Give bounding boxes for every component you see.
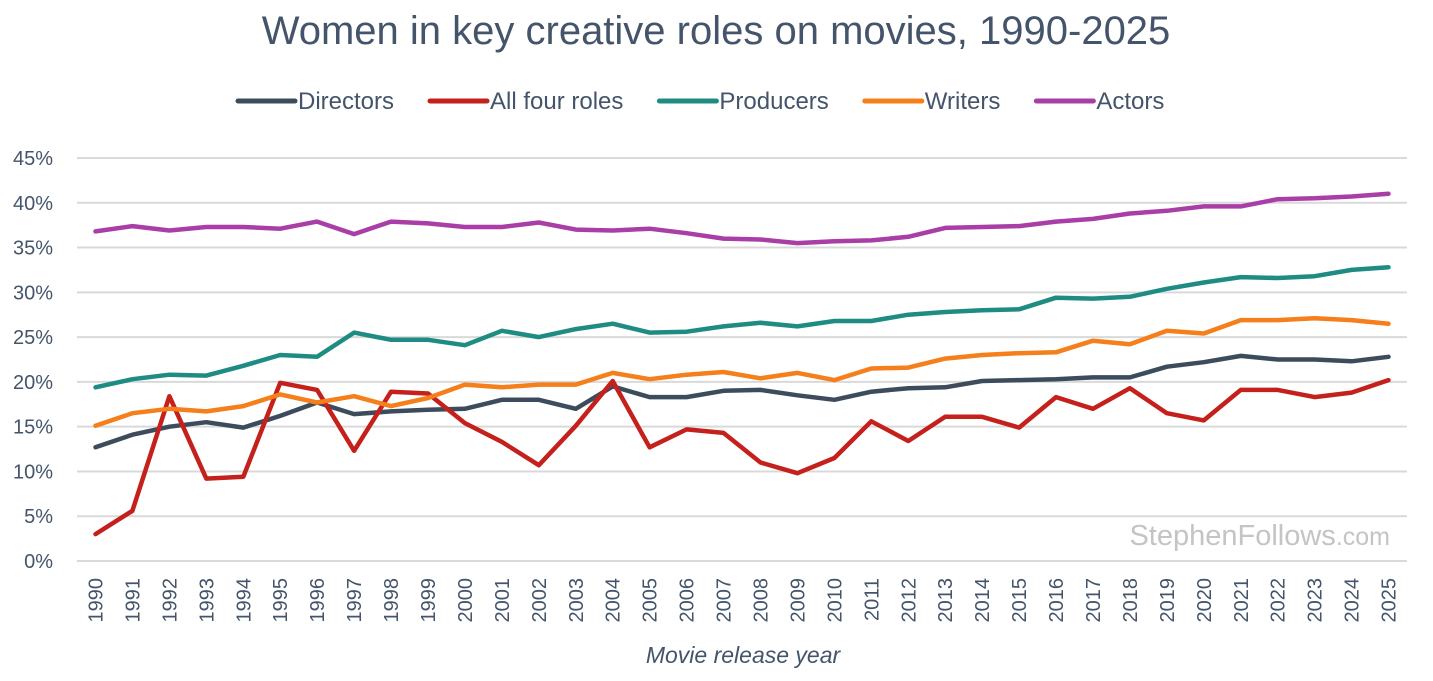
y-tick-label: 35% xyxy=(13,238,53,260)
x-tick-label: 2005 xyxy=(640,578,662,623)
x-tick-label: 2012 xyxy=(898,578,920,623)
x-axis-label: Movie release year xyxy=(646,642,842,668)
x-tick-label: 2002 xyxy=(529,578,551,623)
y-tick-label: 40% xyxy=(13,193,53,215)
x-tick-label: 2004 xyxy=(603,578,625,623)
x-tick-label: 2022 xyxy=(1268,578,1290,623)
legend: Directors All four roles Producers Writers A… xyxy=(235,88,1164,115)
x-tick-label: 2003 xyxy=(566,578,588,623)
x-tick-label: 2023 xyxy=(1305,578,1327,623)
x-tick-label: 2017 xyxy=(1083,578,1105,623)
x-tick-label: 2025 xyxy=(1379,578,1401,623)
chart-title: Women in key creative roles on movies, 1… xyxy=(262,9,1171,53)
legend-item-all-four-roles: All four roles xyxy=(427,88,623,115)
series-line-directors xyxy=(93,353,1391,450)
watermark: StephenFollows.com xyxy=(1129,520,1390,552)
x-tick-label: 1993 xyxy=(196,578,218,623)
watermark-suffix: .com xyxy=(1336,523,1390,551)
y-tick-label: 15% xyxy=(13,417,53,439)
legend-item-writers: Writers xyxy=(862,88,1001,115)
x-tick-label: 2021 xyxy=(1231,578,1253,623)
x-tick-label: 1992 xyxy=(159,578,181,623)
x-tick-label: 2000 xyxy=(455,578,477,623)
legend-item-producers: Producers xyxy=(656,88,829,115)
legend-label: Writers xyxy=(925,88,1001,115)
x-tick-label: 2014 xyxy=(972,578,994,623)
x-tick-label: 2024 xyxy=(1342,578,1364,623)
series-layer xyxy=(93,191,1391,537)
x-tick-label: 2011 xyxy=(861,578,883,621)
x-tick-label: 2020 xyxy=(1194,578,1216,623)
x-tick-label: 2016 xyxy=(1046,578,1068,623)
x-tick-label: 1995 xyxy=(270,578,292,623)
series-line-producers xyxy=(93,265,1391,390)
x-tick-label: 1994 xyxy=(233,578,255,623)
x-tick-label: 2001 xyxy=(492,578,514,623)
x-tick-label: 2015 xyxy=(1009,578,1031,623)
y-tick-label: 10% xyxy=(13,461,53,483)
y-tick-label: 30% xyxy=(13,282,53,304)
x-tick-label: 2007 xyxy=(714,578,736,623)
gridlines xyxy=(77,157,1407,562)
legend-item-directors: Directors xyxy=(235,88,394,115)
y-tick-label: 0% xyxy=(24,551,53,573)
y-axis-ticks: 0% 5% 10% 15% 20% 25% 30% 35% 40% 45% xyxy=(13,148,53,573)
legend-label: Actors xyxy=(1096,88,1164,115)
x-tick-label: 2008 xyxy=(750,578,772,623)
x-tick-label: 2018 xyxy=(1120,578,1142,623)
legend-label: All four roles xyxy=(490,88,623,115)
y-tick-label: 25% xyxy=(13,327,53,349)
x-tick-label: 1997 xyxy=(344,578,366,623)
series-line-writers xyxy=(93,316,1391,429)
y-tick-label: 5% xyxy=(24,506,53,528)
x-tick-label: 1998 xyxy=(381,578,403,623)
x-tick-label: 2006 xyxy=(677,578,699,623)
y-tick-label: 45% xyxy=(13,148,53,170)
x-tick-label: 2010 xyxy=(824,578,846,623)
x-tick-label: 1990 xyxy=(85,578,107,623)
series-line-actors xyxy=(93,191,1391,246)
x-tick-label: 1999 xyxy=(418,578,440,623)
x-tick-label: 2009 xyxy=(787,578,809,623)
x-axis-ticks: 1990 1991 1992 1993 1994 1995 1996 1997 1998 1999… xyxy=(85,578,1400,623)
series-line-all-four-roles xyxy=(93,377,1391,537)
legend-label: Directors xyxy=(298,88,394,115)
x-tick-label: 2019 xyxy=(1157,578,1179,623)
legend-label: Producers xyxy=(719,88,828,115)
x-tick-label: 2013 xyxy=(935,578,957,623)
y-tick-label: 20% xyxy=(13,372,53,394)
legend-item-actors: Actors xyxy=(1033,88,1164,115)
x-tick-label: 1996 xyxy=(307,578,329,623)
watermark-name: StephenFollows xyxy=(1129,520,1335,552)
x-tick-label: 1991 xyxy=(122,578,144,623)
